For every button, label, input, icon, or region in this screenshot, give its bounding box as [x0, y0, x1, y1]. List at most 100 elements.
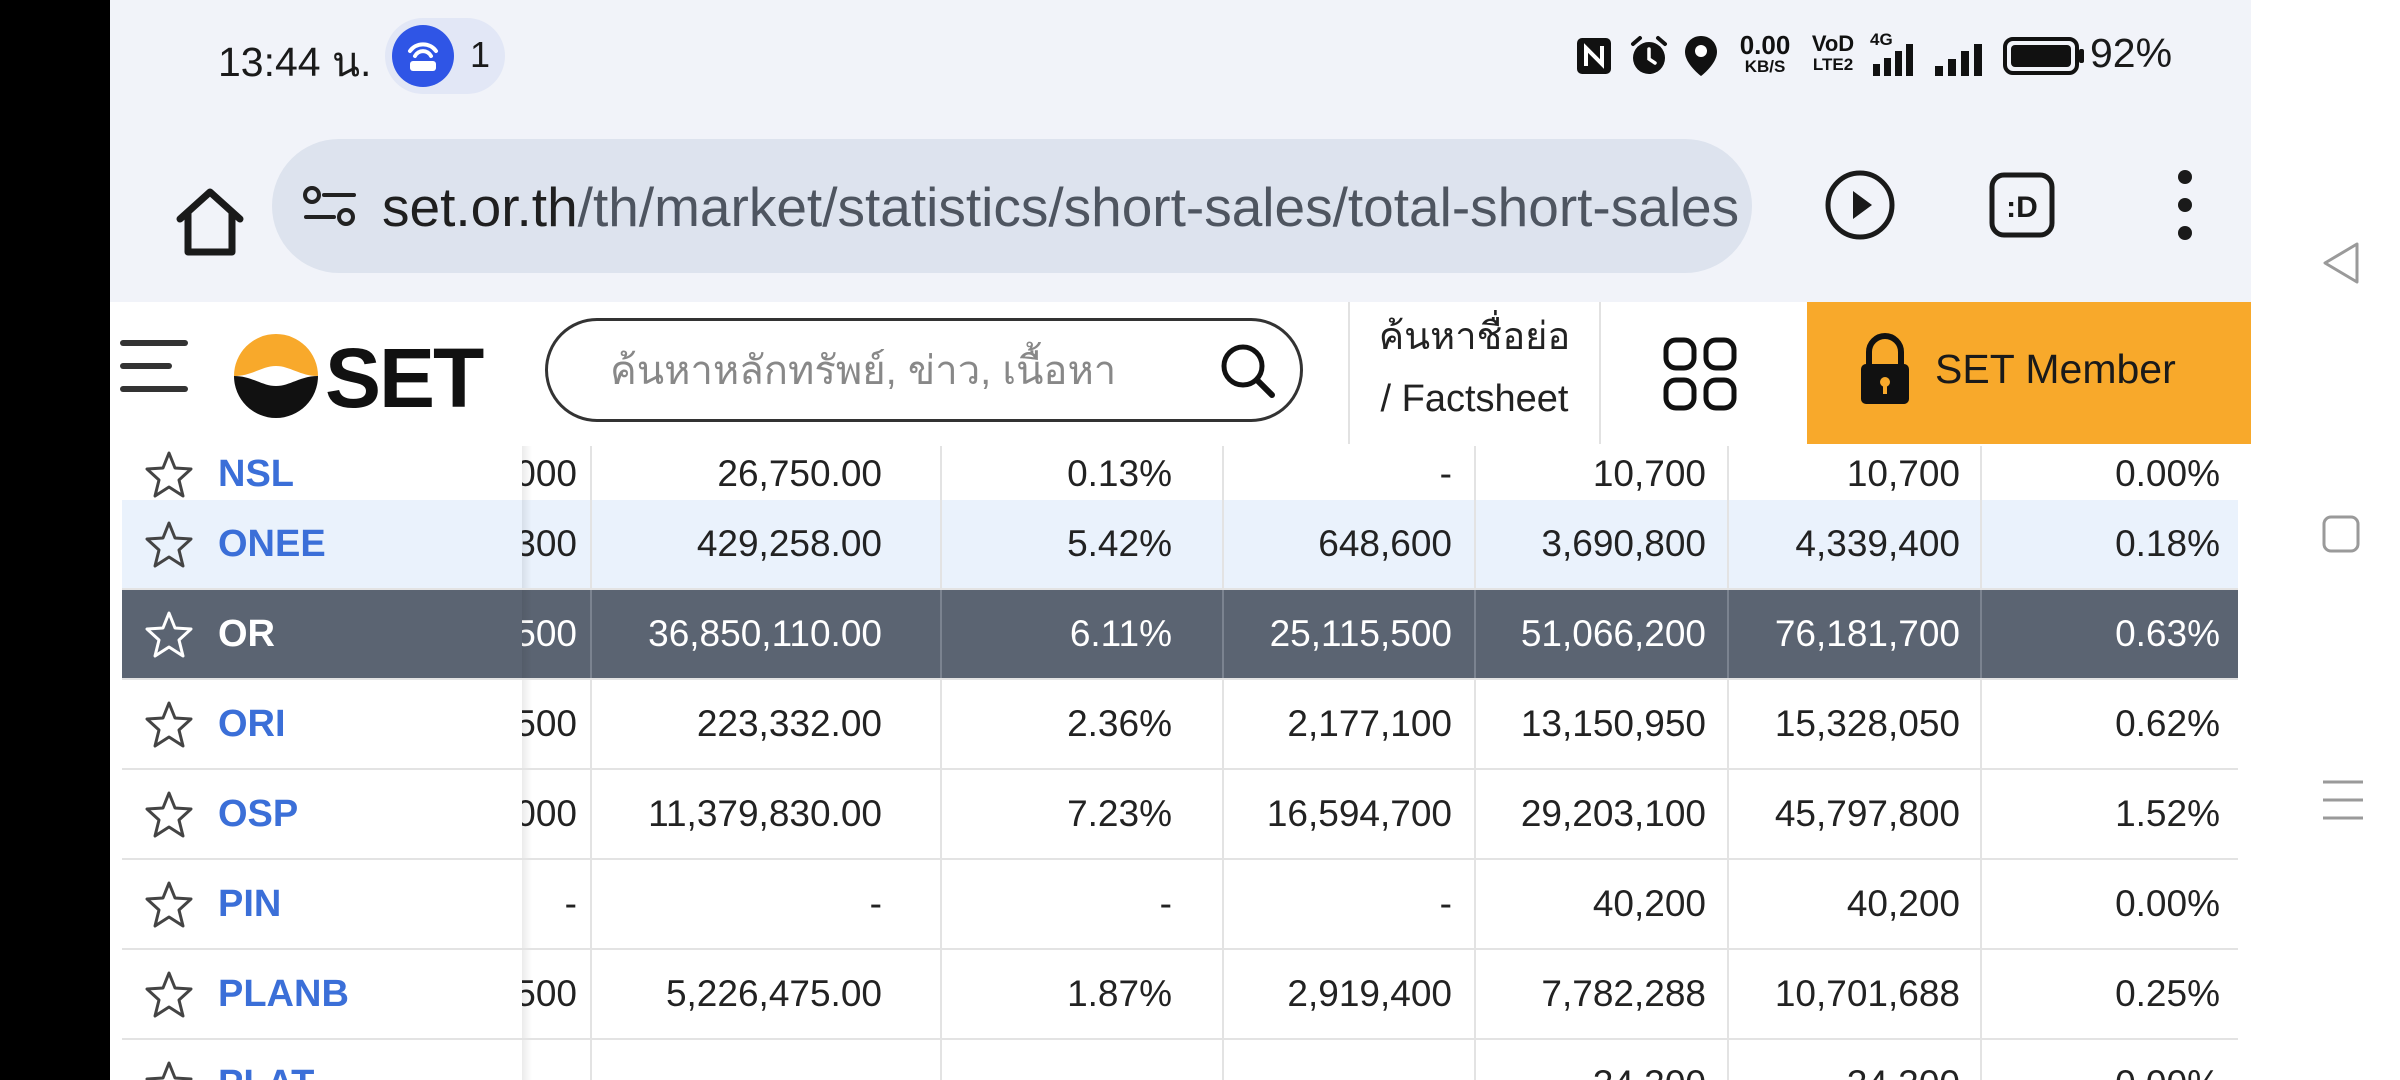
table-cell-7: 0.18%: [2115, 523, 2220, 564]
column-divider: [1980, 1040, 1982, 1080]
hotspot-count: 1: [470, 34, 491, 75]
symbol-link[interactable]: OSP: [218, 793, 299, 835]
favorite-star-icon[interactable]: [144, 970, 194, 1018]
symbol-link[interactable]: PIN: [218, 883, 282, 925]
url-bar[interactable]: set.or.th/th/market/statistics/short-sal…: [272, 139, 1752, 273]
table-row[interactable]: 300 429,258.00 5.42% 648,600 3,690,800 4,339,…: [122, 500, 2238, 590]
column-divider: [1222, 1040, 1224, 1080]
symbol-link[interactable]: ONEE: [218, 523, 326, 565]
table-cell-1: 000: [515, 793, 577, 834]
column-divider: [1727, 500, 1729, 588]
hamburger-menu-icon[interactable]: [120, 340, 190, 400]
table-cell-7: 0.00%: [2115, 453, 2220, 494]
home-nav-icon[interactable]: [2321, 514, 2361, 554]
symbol-cell: PLANB: [122, 950, 522, 1038]
volte-bottom: LTE2: [1812, 55, 1854, 74]
table-row[interactable]: 000 11,379,830.00 7.23% 16,594,700 29,203,10…: [122, 770, 2238, 860]
play-button[interactable]: [1810, 155, 1910, 255]
column-divider: [1222, 860, 1224, 948]
table-cell-2: 36,850,110.00: [648, 613, 882, 654]
table-cell-3: -: [1159, 883, 1172, 924]
set-logo-text: SET: [325, 331, 484, 425]
table-cell-6: 76,181,700: [1774, 613, 1960, 654]
symbol-link[interactable]: NSL: [218, 453, 294, 495]
table-cell-4: -: [1439, 453, 1452, 494]
table-row[interactable]: 500 223,332.00 2.36% 2,177,100 13,150,950 15,…: [122, 680, 2238, 770]
site-search[interactable]: [545, 318, 1303, 422]
hotspot-icon: [392, 25, 454, 87]
column-divider: [1727, 950, 1729, 1038]
table-cell-3: [902, 1040, 1172, 1080]
factsheet-search-link[interactable]: ค้นหาชื่อย่อ / Factsheet: [1348, 302, 1601, 444]
symbol-link[interactable]: PLAT: [218, 1040, 314, 1080]
tab-switcher-button[interactable]: :D: [1972, 155, 2072, 255]
table-cell-4: 2,919,400: [1287, 973, 1452, 1014]
more-menu-button[interactable]: [2135, 155, 2235, 255]
column-divider: [940, 680, 942, 768]
more-vert-icon: [2178, 170, 2192, 240]
table-cell-7: 1.52%: [2115, 793, 2220, 834]
table-cell-2: 429,258.00: [696, 523, 882, 564]
set-member-button[interactable]: SET Member: [1807, 302, 2251, 444]
table-cell-1: 300: [515, 523, 577, 564]
favorite-star-icon[interactable]: [144, 450, 194, 498]
favorite-star-icon[interactable]: [144, 610, 194, 658]
table-row[interactable]: 34,300 34,300 0.00% PLAT: [122, 1040, 2238, 1080]
table-cell-1: 500: [515, 613, 577, 654]
table-cell-2: 5,226,475.00: [665, 973, 882, 1014]
search-icon[interactable]: [1216, 339, 1280, 403]
net-speed-value: 0.00: [1739, 30, 1791, 60]
table-cell-6: 45,797,800: [1774, 793, 1960, 834]
column-divider: [940, 446, 942, 518]
table-cell-5: 7,782,288: [1541, 973, 1706, 1014]
svg-text::D: :D: [2006, 191, 2038, 224]
table-cell-1: 000: [515, 453, 577, 494]
table-cell-3: 7.23%: [1067, 793, 1172, 834]
table-cell-4: 25,115,500: [1269, 613, 1452, 654]
hotspot-indicator[interactable]: 1: [385, 18, 617, 96]
table-cell-1: -: [564, 883, 577, 924]
net-speed: 0.00 KB/S: [1730, 32, 1800, 76]
column-divider: [590, 500, 592, 588]
sticky-column-shadow: [522, 770, 532, 858]
alarm-icon: [1631, 36, 1667, 74]
symbol-link[interactable]: PLANB: [218, 973, 349, 1015]
play-icon: [1825, 170, 1895, 240]
table-row[interactable]: - - - - 40,200 40,200 0.00% PIN: [122, 860, 2238, 950]
recents-nav-icon[interactable]: [2321, 778, 2365, 822]
site-header: SET ค้นหาชื่อย่อ / Factsheet: [110, 302, 2251, 448]
symbol-link[interactable]: ORI: [218, 703, 286, 745]
site-search-input[interactable]: [608, 341, 1202, 401]
site-settings-icon[interactable]: [300, 181, 360, 231]
table-cell-4: 648,600: [1318, 523, 1452, 564]
column-divider: [1222, 680, 1224, 768]
table-row[interactable]: 500 5,226,475.00 1.87% 2,919,400 7,782,288 10…: [122, 950, 2238, 1040]
url-host: set.or.th: [382, 176, 578, 238]
favorite-star-icon[interactable]: [144, 1060, 194, 1080]
symbol-cell: PIN: [122, 860, 522, 948]
back-nav-icon[interactable]: [2321, 240, 2361, 286]
symbol-link[interactable]: OR: [218, 613, 275, 655]
set-logo[interactable]: SET: [230, 324, 484, 425]
column-divider: [1980, 590, 1982, 678]
favorite-star-icon[interactable]: [144, 700, 194, 748]
volte-indicator: VoD LTE2: [1808, 32, 1858, 74]
column-divider: [940, 1040, 942, 1080]
apps-grid-button[interactable]: [1660, 334, 1740, 414]
favorite-star-icon[interactable]: [144, 790, 194, 838]
status-bar: 13:44 น. 1: [110, 0, 2251, 112]
symbol-cell: OSP: [122, 770, 522, 858]
favorite-star-icon[interactable]: [144, 520, 194, 568]
system-nav-rail: [2251, 0, 2400, 1080]
column-divider: [590, 446, 592, 518]
table-cell-5: 51,066,200: [1520, 613, 1706, 654]
symbol-cell: PLAT: [122, 1040, 522, 1080]
favorite-star-icon[interactable]: [144, 880, 194, 928]
table-cell-5: 3,690,800: [1541, 523, 1706, 564]
column-divider: [1727, 860, 1729, 948]
set-member-label: SET Member: [1935, 346, 2176, 392]
table-row[interactable]: 500 36,850,110.00 6.11% 25,115,500 51,066,20…: [122, 590, 2238, 680]
home-button[interactable]: [155, 167, 265, 277]
column-divider: [940, 590, 942, 678]
phone-screen: 13:44 น. 1: [110, 0, 2251, 1080]
